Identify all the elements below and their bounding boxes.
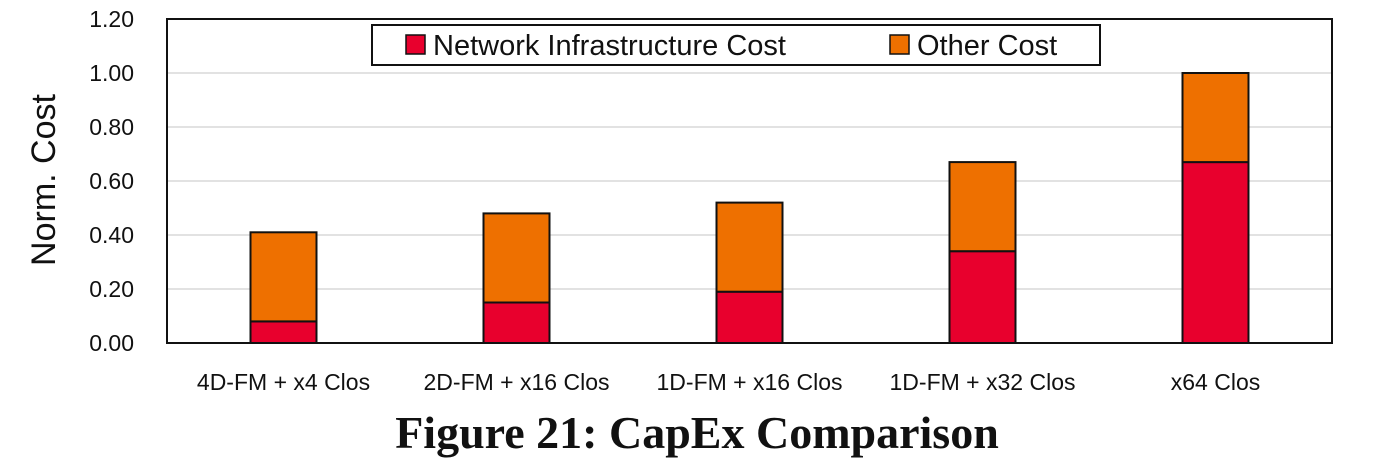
y-tick-label: 0.80 xyxy=(89,114,134,140)
x-tick-label: 4D-FM + x4 Clos xyxy=(197,369,370,395)
bar-other-cost xyxy=(715,201,784,293)
bar-network-infrastructure xyxy=(948,250,1017,344)
legend-label-other: Other Cost xyxy=(917,30,1057,62)
x-tick-label: 1D-FM + x32 Clos xyxy=(890,369,1076,395)
y-tick-label: 0.20 xyxy=(89,276,134,302)
bar-other-cost xyxy=(1181,72,1250,164)
bar-network-infrastructure xyxy=(249,320,318,344)
y-tick-label: 0.40 xyxy=(89,222,134,248)
bar-network-infrastructure xyxy=(715,290,784,345)
capex-chart: 0.00 0.20 0.40 0.60 0.80 1.00 1.20 4D-FM + x4 … xyxy=(25,6,1333,395)
y-tick-label: 1.20 xyxy=(89,6,134,32)
x-tick-label: 1D-FM + x16 Clos xyxy=(657,369,843,395)
bars xyxy=(249,72,1250,345)
x-tick-label: 2D-FM + x16 Clos xyxy=(424,369,610,395)
x-tick-label: x64 Clos xyxy=(1171,369,1260,395)
y-tick-label: 0.00 xyxy=(89,330,134,356)
legend: Network Infrastructure Cost Other Cost xyxy=(371,24,1101,66)
plot-frame xyxy=(166,18,1333,344)
bar-network-infrastructure xyxy=(1181,161,1250,344)
legend-label-network: Network Infrastructure Cost xyxy=(433,30,786,62)
legend-swatch-other xyxy=(889,34,910,55)
x-tick-labels: 4D-FM + x4 Clos 2D-FM + x16 Clos 1D-FM + x… xyxy=(197,369,1260,395)
bar-other-cost xyxy=(948,161,1017,253)
figure-caption: Figure 21: CapEx Comparison xyxy=(395,407,999,458)
bar-other-cost xyxy=(482,212,551,304)
bar-network-infrastructure xyxy=(482,301,551,344)
legend-box xyxy=(371,24,1101,66)
y-tick-labels: 0.00 0.20 0.40 0.60 0.80 1.00 1.20 xyxy=(89,6,134,356)
y-tick-label: 1.00 xyxy=(89,60,134,86)
legend-swatch-network xyxy=(405,34,426,55)
y-tick-label: 0.60 xyxy=(89,168,134,194)
bar-other-cost xyxy=(249,231,318,323)
y-axis-label: Norm. Cost xyxy=(25,93,63,265)
